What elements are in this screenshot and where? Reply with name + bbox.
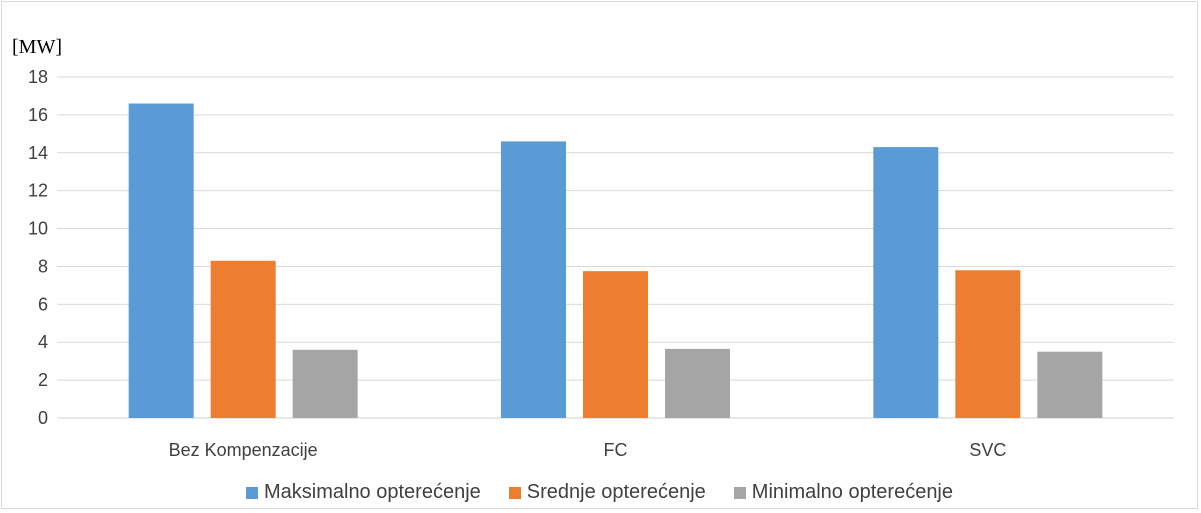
y-tick-label: 14 [28, 143, 48, 163]
y-tick-label: 2 [38, 370, 48, 390]
bar [210, 260, 276, 418]
y-tick-label: 4 [38, 332, 48, 352]
legend-item: Maksimalno opterećenje [245, 481, 481, 504]
legend-item: Srednje opterećenje [508, 481, 706, 504]
y-tick-label: 8 [38, 256, 48, 276]
bar [873, 147, 939, 418]
x-tick-label: SVC [969, 440, 1006, 460]
y-tick-label: 18 [28, 67, 48, 87]
x-tick-label: FC [604, 440, 628, 460]
y-tick-label: 10 [28, 219, 48, 239]
y-tick-label: 0 [38, 408, 48, 428]
x-tick-label: Bez Kompenzacije [169, 440, 318, 460]
y-tick-label: 6 [38, 294, 48, 314]
y-tick-label: 12 [28, 181, 48, 201]
legend-item: Minimalno opterećenje [733, 481, 954, 504]
bar [501, 141, 566, 418]
bar [292, 349, 358, 418]
bar [128, 103, 194, 419]
y-tick-label: 16 [28, 105, 48, 125]
legend-label: Srednje opterećenje [526, 481, 706, 503]
legend-swatch [733, 486, 746, 499]
bar [583, 271, 648, 418]
legend: Maksimalno opterećenje Srednje opterećenj… [2, 481, 1197, 504]
bar [955, 270, 1021, 418]
legend-label: Maksimalno opterećenje [263, 481, 481, 503]
legend-swatch [245, 486, 258, 499]
bar [1037, 351, 1103, 418]
bar [665, 348, 730, 418]
legend-label: Minimalno opterećenje [751, 481, 954, 503]
legend-swatch [508, 486, 521, 499]
y-axis-unit-label: [MW] [12, 36, 62, 58]
